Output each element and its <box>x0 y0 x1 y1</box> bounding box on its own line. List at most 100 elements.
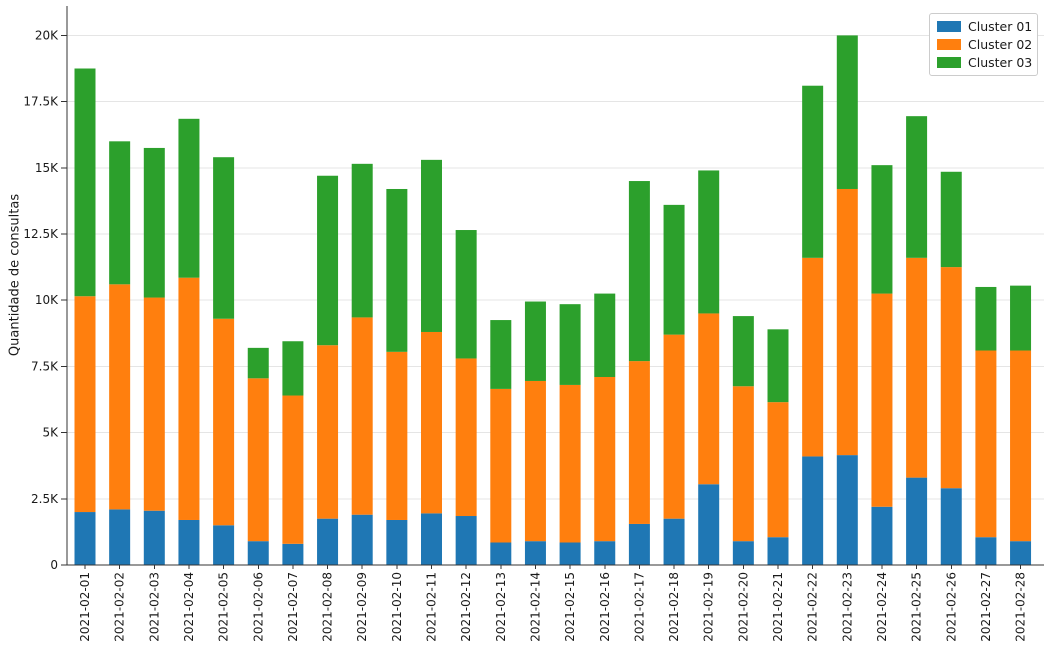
bar-segment-2021-02-11-cluster-01 <box>421 513 442 565</box>
bar-segment-2021-02-21-cluster-01 <box>767 537 789 565</box>
bar-segment-2021-02-28-cluster-03 <box>1010 285 1032 351</box>
legend-swatch-cluster-02 <box>937 39 961 50</box>
bar-segment-2021-02-07-cluster-02 <box>282 395 304 544</box>
bar-segment-2021-02-08-cluster-03 <box>317 175 339 346</box>
bar-segment-2021-02-09-cluster-03 <box>351 163 373 318</box>
bar-segment-2021-02-26-cluster-02 <box>940 267 962 489</box>
x-tick-label-2021-02-03: 2021-02-03 <box>147 572 161 642</box>
bar-segment-2021-02-07-cluster-03 <box>282 341 304 396</box>
bar-segment-2021-02-18-cluster-01 <box>663 518 685 565</box>
bar-segment-2021-02-28-cluster-01 <box>1010 541 1032 565</box>
bar-segment-2021-02-20-cluster-03 <box>732 316 754 387</box>
y-tick-label-17500: 17.5K <box>23 95 59 109</box>
bar-segment-2021-02-10-cluster-03 <box>386 188 408 352</box>
x-tick-label-2021-02-24: 2021-02-24 <box>875 572 889 642</box>
bar-segment-2021-02-06-cluster-02 <box>247 378 269 542</box>
bar-segment-2021-02-25-cluster-03 <box>906 116 928 258</box>
bar-segment-2021-02-18-cluster-02 <box>663 334 685 519</box>
bar-segment-2021-02-01-cluster-01 <box>74 512 96 565</box>
x-tick-label-2021-02-09: 2021-02-09 <box>355 572 369 642</box>
bar-segment-2021-02-28-cluster-02 <box>1010 350 1032 542</box>
bar-segment-2021-02-15-cluster-03 <box>559 304 581 385</box>
bar-segment-2021-02-19-cluster-02 <box>698 313 720 485</box>
bar-segment-2021-02-14-cluster-01 <box>524 541 546 565</box>
bar-segment-2021-02-21-cluster-02 <box>767 402 789 538</box>
bar-segment-2021-02-13-cluster-01 <box>490 542 512 565</box>
bar-segment-2021-02-11-cluster-03 <box>421 159 442 332</box>
bar-segment-2021-02-24-cluster-03 <box>871 165 893 294</box>
bar-segment-2021-02-06-cluster-03 <box>247 347 269 379</box>
x-tick-label-2021-02-08: 2021-02-08 <box>321 572 335 642</box>
bar-segment-2021-02-14-cluster-02 <box>524 380 546 542</box>
x-tick-label-2021-02-02: 2021-02-02 <box>113 572 127 642</box>
bar-segment-2021-02-13-cluster-02 <box>490 388 512 543</box>
x-tick-label-2021-02-17: 2021-02-17 <box>632 572 646 642</box>
bar-segment-2021-02-02-cluster-03 <box>109 141 131 285</box>
bar-segment-2021-02-27-cluster-02 <box>975 350 997 538</box>
legend-label-cluster-01: Cluster 01 <box>968 19 1033 34</box>
bar-segment-2021-02-27-cluster-03 <box>975 286 997 351</box>
y-tick-label-0: 0 <box>50 558 58 572</box>
legend-swatch-cluster-01 <box>937 21 961 32</box>
bar-segment-2021-02-10-cluster-02 <box>386 351 408 520</box>
bar-segment-2021-02-15-cluster-02 <box>559 384 581 543</box>
bar-segment-2021-02-20-cluster-01 <box>732 541 754 565</box>
bar-segment-2021-02-04-cluster-02 <box>178 277 200 520</box>
y-axis-title: Quantidade de consultas <box>8 194 23 356</box>
x-tick-label-2021-02-13: 2021-02-13 <box>494 572 508 642</box>
bar-segment-2021-02-08-cluster-02 <box>317 345 339 519</box>
legend-item-cluster-03: Cluster 03 <box>937 55 1033 70</box>
bar-segment-2021-02-16-cluster-01 <box>594 541 616 565</box>
x-tick-label-2021-02-01: 2021-02-01 <box>78 572 92 642</box>
bar-segment-2021-02-13-cluster-03 <box>490 320 512 389</box>
legend-swatch-cluster-03 <box>937 57 961 68</box>
legend: Cluster 01 Cluster 02 Cluster 03 <box>929 13 1038 76</box>
bar-segment-2021-02-11-cluster-02 <box>421 331 442 514</box>
x-tick-label-2021-02-15: 2021-02-15 <box>563 572 577 642</box>
bar-segment-2021-02-20-cluster-02 <box>732 386 754 542</box>
bar-segment-2021-02-17-cluster-03 <box>628 181 650 362</box>
bar-segment-2021-02-03-cluster-03 <box>143 147 165 298</box>
bar-segment-2021-02-12-cluster-01 <box>455 516 477 565</box>
y-tick-label-5000: 5K <box>42 426 59 440</box>
bar-segment-2021-02-25-cluster-02 <box>906 257 928 478</box>
x-tick-label-2021-02-12: 2021-02-12 <box>459 572 473 642</box>
bar-segment-2021-02-24-cluster-01 <box>871 506 893 565</box>
bar-segment-2021-02-08-cluster-01 <box>317 518 339 565</box>
y-tick-label-20000: 20K <box>35 28 59 42</box>
bar-segment-2021-02-05-cluster-01 <box>213 525 235 565</box>
x-tick-label-2021-02-05: 2021-02-05 <box>217 572 231 642</box>
bar-segment-2021-02-23-cluster-01 <box>836 455 858 565</box>
bar-segment-2021-02-14-cluster-03 <box>524 301 546 381</box>
bar-segment-2021-02-19-cluster-01 <box>698 484 720 565</box>
x-tick-label-2021-02-18: 2021-02-18 <box>667 572 681 642</box>
x-tick-label-2021-02-07: 2021-02-07 <box>286 572 300 642</box>
bar-segment-2021-02-22-cluster-02 <box>802 257 824 457</box>
legend-label-cluster-03: Cluster 03 <box>968 55 1033 70</box>
bar-segment-2021-02-22-cluster-01 <box>802 456 824 565</box>
legend-label-cluster-02: Cluster 02 <box>968 37 1033 52</box>
x-tick-label-2021-02-28: 2021-02-28 <box>1014 572 1028 642</box>
bar-segment-2021-02-03-cluster-02 <box>143 297 165 511</box>
x-tick-label-2021-02-14: 2021-02-14 <box>528 572 542 642</box>
x-tick-label-2021-02-16: 2021-02-16 <box>598 572 612 642</box>
legend-item-cluster-02: Cluster 02 <box>937 37 1033 52</box>
y-tick-label-10000: 10K <box>35 293 59 307</box>
bar-segment-2021-02-05-cluster-02 <box>213 318 235 526</box>
bar-segment-2021-02-16-cluster-02 <box>594 376 616 542</box>
bar-segment-2021-02-27-cluster-01 <box>975 537 997 565</box>
bar-segment-2021-02-18-cluster-03 <box>663 204 685 335</box>
bar-segment-2021-02-23-cluster-03 <box>836 35 858 189</box>
x-tick-label-2021-02-20: 2021-02-20 <box>736 572 750 642</box>
x-tick-label-2021-02-19: 2021-02-19 <box>702 572 716 642</box>
bar-segment-2021-02-25-cluster-01 <box>906 477 928 565</box>
bar-segment-2021-02-10-cluster-01 <box>386 519 408 565</box>
x-tick-label-2021-02-23: 2021-02-23 <box>840 572 854 642</box>
bar-segment-2021-02-02-cluster-01 <box>109 509 131 565</box>
bar-segment-2021-02-09-cluster-01 <box>351 514 373 565</box>
bar-segment-2021-02-26-cluster-01 <box>940 488 962 565</box>
x-tick-label-2021-02-26: 2021-02-26 <box>944 572 958 642</box>
bar-segment-2021-02-15-cluster-01 <box>559 542 581 565</box>
